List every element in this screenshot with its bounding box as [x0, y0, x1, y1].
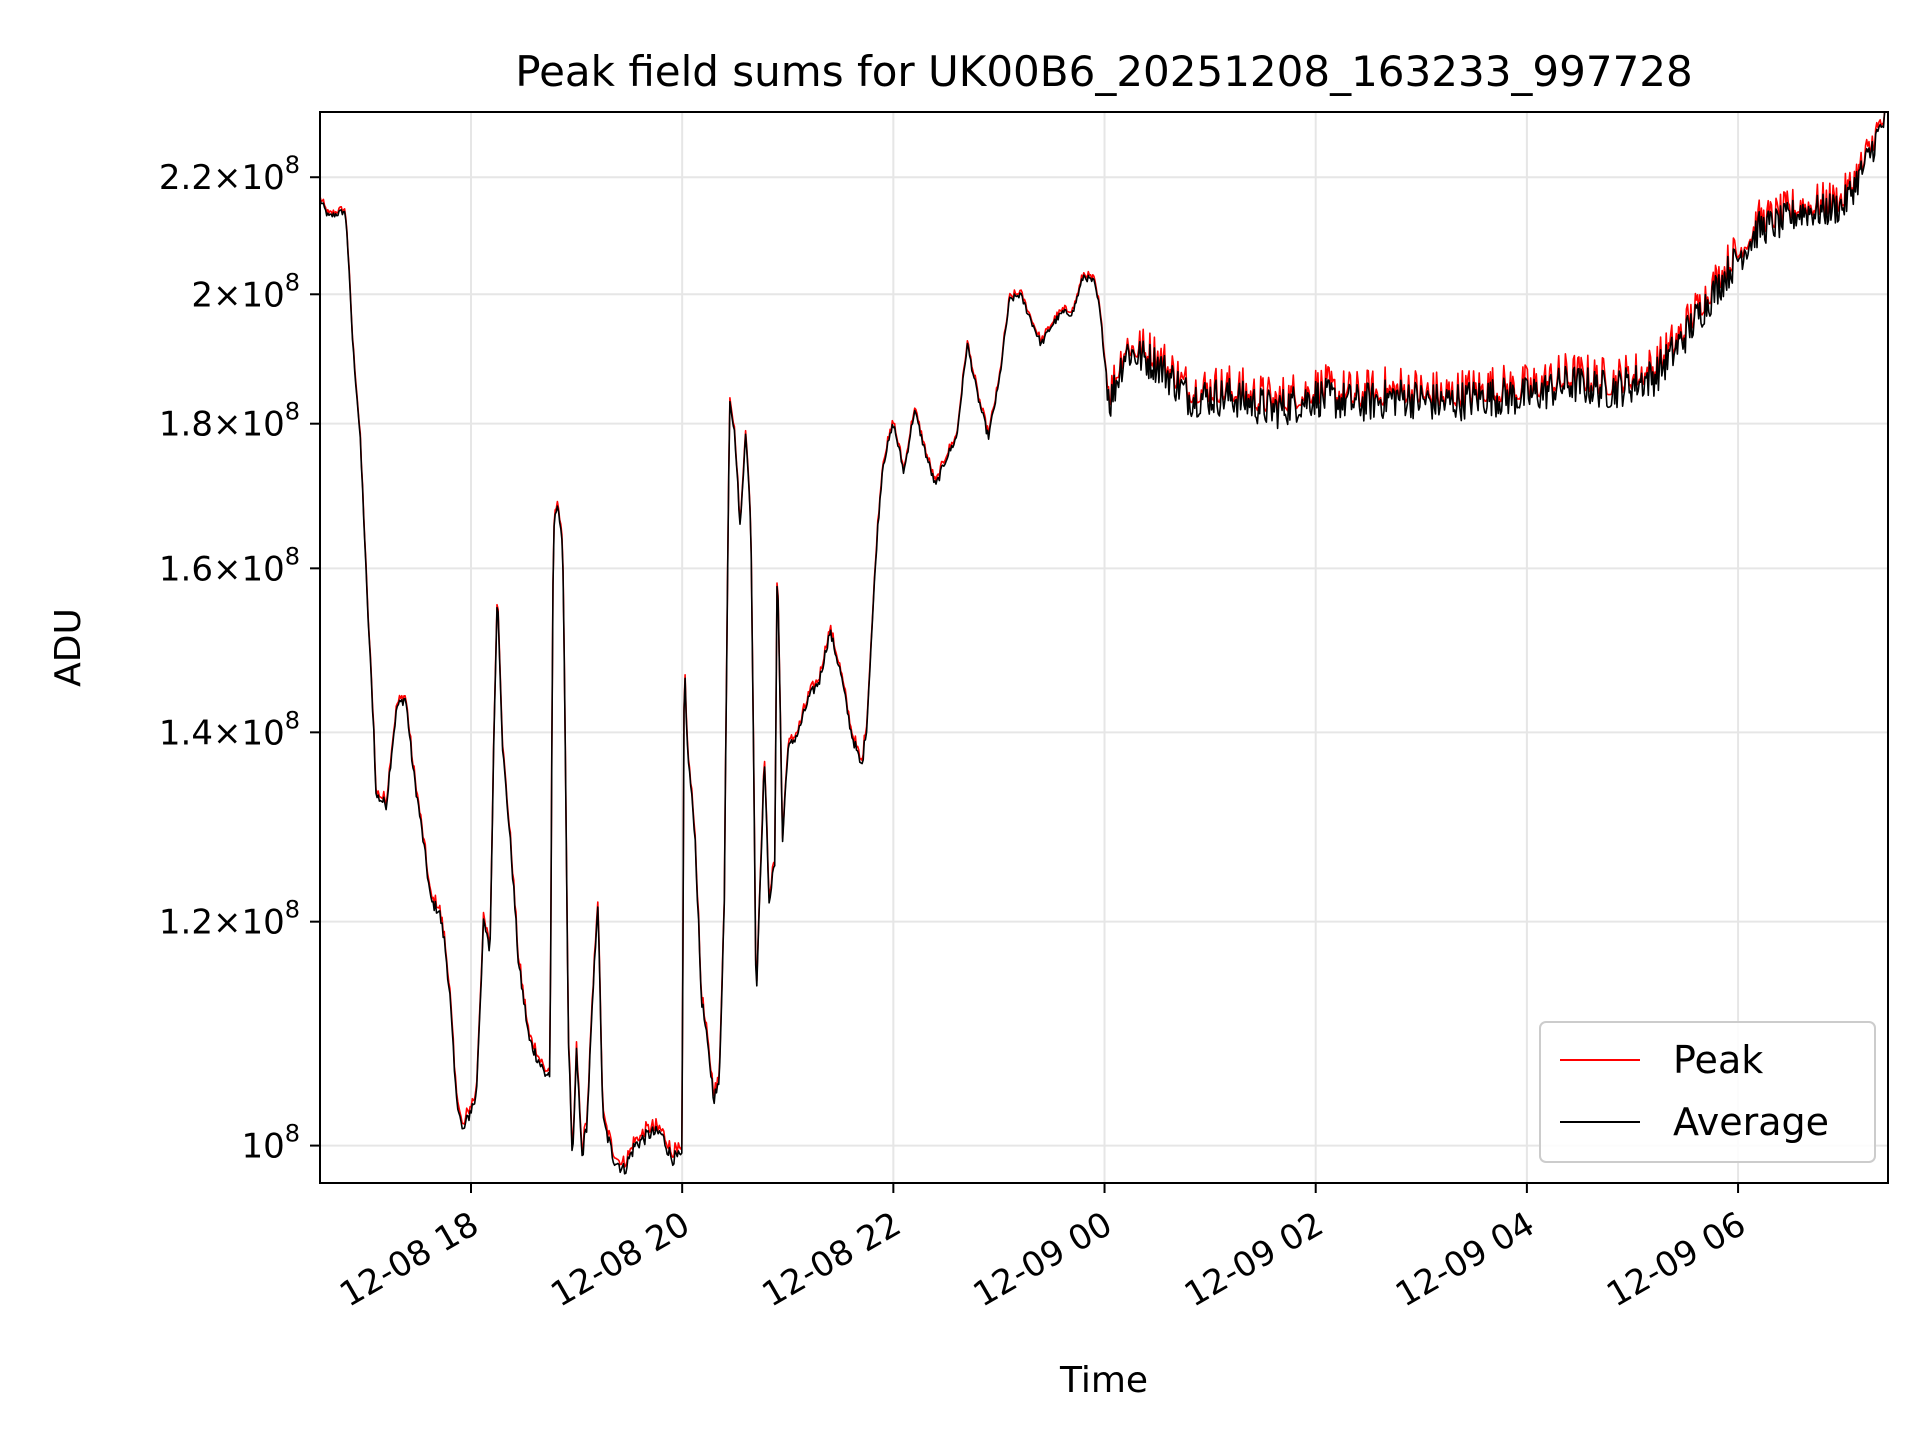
series-group	[319, 111, 1888, 1175]
legend-box	[1539, 1021, 1876, 1163]
series-line-average	[319, 111, 1888, 1175]
legend-label-average: Average	[1673, 1100, 1829, 1144]
y-axis: 108 1.2×108 1.4×108 1.6×108 1.8×108 2×108 2.2×…	[159, 151, 320, 1167]
y-tick-label: 2×108	[191, 268, 300, 315]
chart-title: Peak field sums for UK00B6_20251208_1632…	[515, 47, 1693, 96]
y-tick-label: 1.8×108	[159, 398, 300, 445]
legend: Peak Average	[1539, 1021, 1876, 1163]
legend-label-peak: Peak	[1673, 1038, 1763, 1082]
y-tick-label: 1.2×108	[159, 896, 300, 943]
y-tick-label: 1.6×108	[159, 542, 300, 589]
y-tick-label: 108	[241, 1120, 300, 1167]
x-axis-label: Time	[1059, 1360, 1148, 1401]
y-tick-label: 2.2×108	[159, 151, 300, 198]
y-tick-label: 1.4×108	[159, 706, 300, 753]
y-axis-label: ADU	[48, 608, 89, 687]
